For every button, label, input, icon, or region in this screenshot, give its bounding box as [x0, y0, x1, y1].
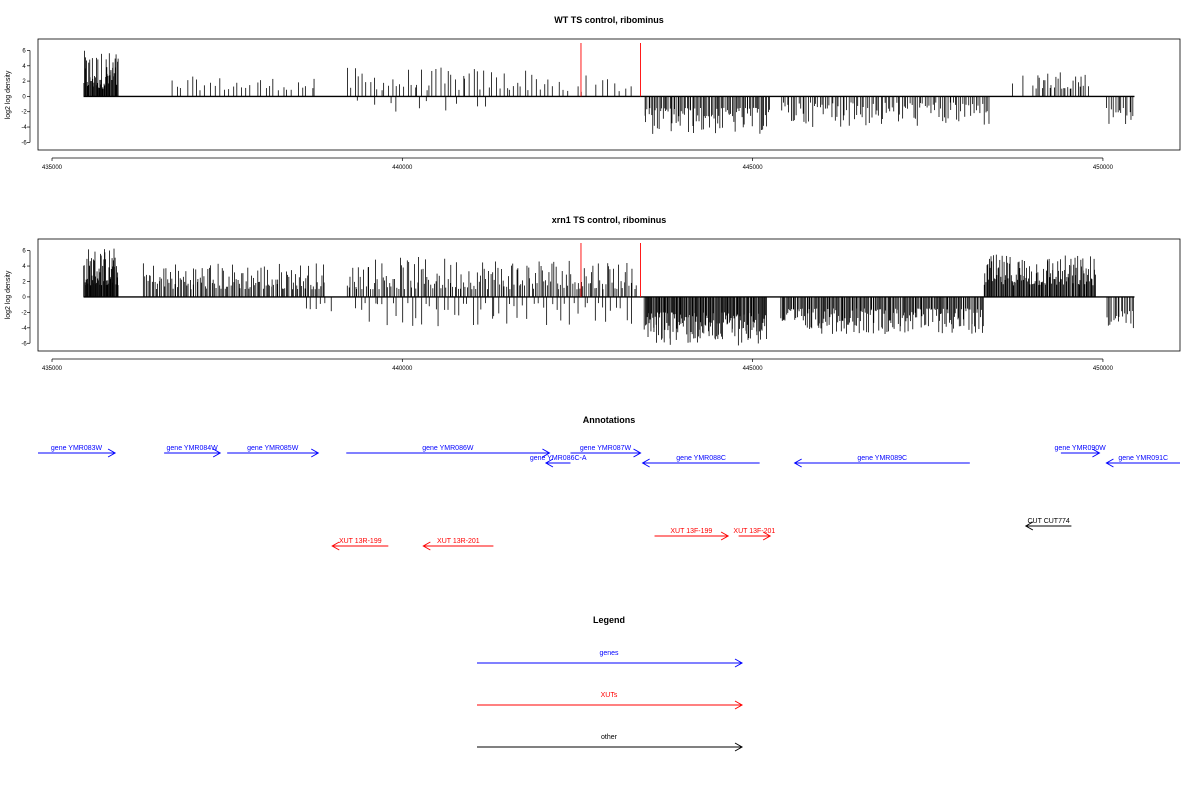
xut-arrow: XUT 13R-199 — [331, 538, 389, 551]
y-tick-label: -6 — [21, 140, 27, 146]
y-tick-label: 6 — [22, 48, 26, 54]
gene-arrow: gene YMR090W — [1055, 445, 1107, 458]
wt-markers — [580, 43, 641, 97]
annotation-tracks: gene YMR083W gene YMR084W gene YMR085W gene… — [38, 445, 1180, 551]
other-arrow: CUT CUT774 — [1024, 518, 1072, 531]
legend-label: XUTs — [601, 692, 618, 699]
y-tick-label: -4 — [21, 326, 27, 332]
gene-label: gene YMR091C — [1118, 455, 1168, 462]
xut-label: XUT 13R-201 — [437, 538, 480, 545]
xut-arrow: XUT 13F-201 — [733, 528, 775, 541]
gene-label: gene YMR088C — [676, 455, 726, 462]
xrn1-density-panel: xrn1 TS control, ribominus log2 log dens… — [5, 215, 1181, 372]
legend-title: Legend — [593, 615, 625, 625]
gene-arrow: gene YMR085W — [227, 445, 320, 458]
y-tick-label: -2 — [21, 310, 27, 316]
y-tick-label: -6 — [21, 341, 27, 347]
gene-label: gene YMR090W — [1055, 445, 1107, 452]
xrn1-y-axis: 6 4 2 0 -2 -4 -6 — [21, 249, 31, 347]
x-tick-label: 435000 — [42, 366, 63, 372]
gene-label: gene YMR086C-A — [530, 455, 587, 462]
xut-label: XUT 13F-199 — [670, 528, 712, 535]
wt-y-axis: 6 4 2 0 -2 -4 -6 — [21, 48, 31, 146]
xut-label: XUT 13F-201 — [733, 528, 775, 535]
wt-x-axis: 435000 440000 445000 450000 — [42, 157, 1114, 171]
xrn1-x-axis: 435000 440000 445000 450000 — [42, 358, 1114, 372]
legend-item: other — [477, 734, 744, 752]
gene-label: gene YMR085W — [247, 445, 299, 452]
legend-label: other — [601, 734, 618, 741]
gene-arrow: gene YMR084W — [164, 445, 222, 458]
legend-item: genes — [477, 650, 744, 668]
wt-plot-frame — [37, 38, 1181, 151]
x-tick-label: 450000 — [1093, 366, 1114, 372]
gene-label: gene YMR086W — [422, 445, 474, 452]
x-tick-label: 445000 — [743, 165, 764, 171]
other-label: CUT CUT774 — [1027, 518, 1069, 525]
legend: genes XUTs other — [477, 650, 744, 752]
gene-label: gene YMR089C — [857, 455, 907, 462]
xut-arrow: XUT 13R-201 — [422, 538, 494, 551]
y-tick-label: 0 — [22, 295, 26, 301]
gene-arrow: gene YMR083W — [38, 445, 117, 458]
y-tick-label: -2 — [21, 110, 27, 116]
gene-label: gene YMR087W — [580, 445, 632, 452]
y-tick-label: 2 — [22, 79, 26, 85]
gene-arrow: gene YMR086C-A — [530, 455, 587, 468]
wt-density-bars — [83, 50, 1135, 134]
xrn1-markers — [580, 243, 641, 297]
gene-label: gene YMR083W — [51, 445, 103, 452]
xrn1-plot-frame — [37, 238, 1181, 352]
gene-arrow: gene YMR088C — [641, 455, 760, 468]
gene-label: gene YMR084W — [167, 445, 219, 452]
y-tick-label: 4 — [22, 64, 26, 70]
xrn1-density-bars — [83, 248, 1135, 346]
x-tick-label: 440000 — [392, 165, 413, 171]
y-tick-label: -4 — [21, 125, 27, 131]
wt-panel-title: WT TS control, ribominus — [554, 15, 664, 25]
gene-arrow: gene YMR091C — [1105, 455, 1180, 468]
x-tick-label: 445000 — [743, 366, 764, 372]
legend-item: XUTs — [477, 692, 744, 710]
y-tick-label: 4 — [22, 264, 26, 270]
xrn1-panel-title: xrn1 TS control, ribominus — [552, 215, 667, 225]
xut-label: XUT 13R-199 — [339, 538, 382, 545]
wt-density-panel: WT TS control, ribominus log2 log densit… — [5, 15, 1181, 171]
gene-arrow: gene YMR087W — [570, 445, 642, 458]
x-tick-label: 440000 — [392, 366, 413, 372]
y-tick-label: 0 — [22, 94, 26, 100]
wt-y-axis-label: log2 log density — [5, 70, 12, 119]
xrn1-y-axis-label: log2 log density — [5, 270, 12, 319]
y-tick-label: 6 — [22, 249, 26, 255]
x-tick-label: 435000 — [42, 165, 63, 171]
legend-label: genes — [599, 650, 619, 657]
gene-arrow: gene YMR089C — [793, 455, 970, 468]
x-tick-label: 450000 — [1093, 165, 1114, 171]
y-tick-label: 2 — [22, 279, 26, 285]
xut-arrow: XUT 13F-199 — [654, 528, 730, 541]
gene-arrow: gene YMR086W — [346, 445, 551, 458]
annotations-title: Annotations — [583, 415, 636, 425]
